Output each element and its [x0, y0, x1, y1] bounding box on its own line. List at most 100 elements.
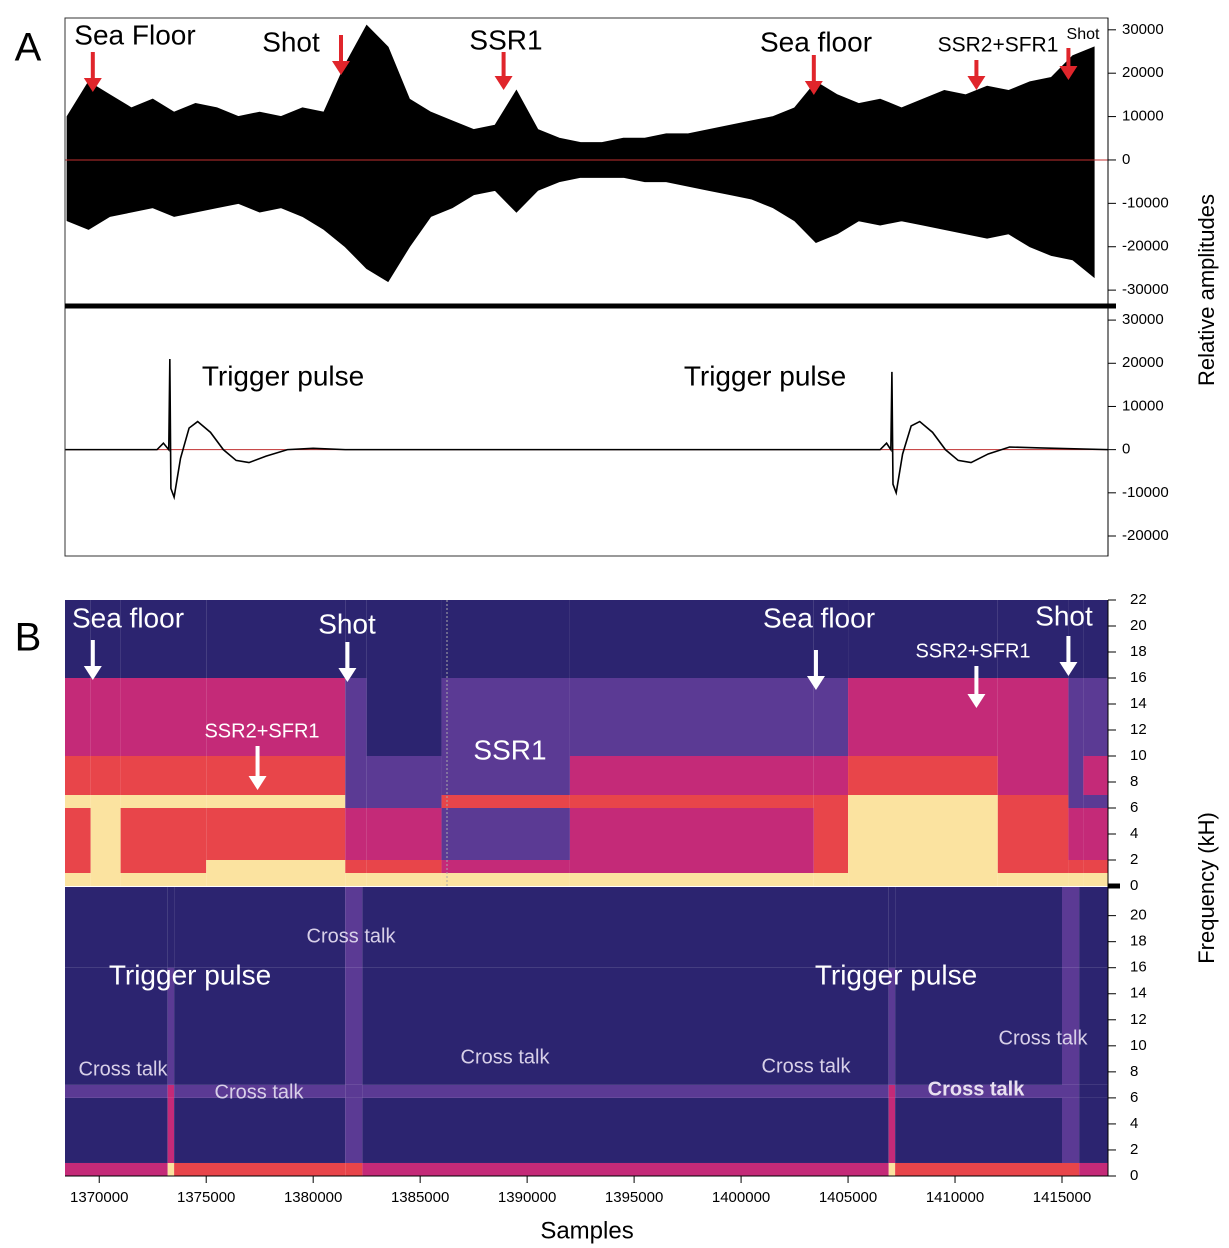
spectrogram-cell: [65, 600, 91, 678]
spectrogram-cell: [206, 678, 346, 756]
spectrogram-cell: [569, 678, 814, 756]
spectrogram-cell: [206, 600, 346, 678]
spectrogram-cell: [569, 756, 814, 795]
spectrogram-cell: [120, 756, 207, 795]
x-tick-label: 1370000: [70, 1189, 128, 1206]
annotation: Shot: [1035, 600, 1093, 631]
spectrogram-cell: [997, 756, 1069, 795]
spectrogram-cell: [206, 860, 346, 873]
spectrogram-cell: [65, 1162, 168, 1176]
spectrogram-cell: [569, 860, 814, 873]
y-tick-label: 2: [1130, 851, 1138, 868]
spectrogram-cell: [1062, 1162, 1080, 1176]
spectrogram-cell: [441, 873, 570, 886]
spectrogram-cell: [1068, 808, 1084, 860]
annotation-arrow: [331, 35, 350, 75]
spectrogram-cell: [1079, 967, 1108, 1085]
y-tick-label: 10: [1130, 1037, 1147, 1054]
x-tick-label: 1395000: [605, 1189, 663, 1206]
spectrogram-cell: [65, 860, 91, 873]
spectrogram-cell: [120, 678, 207, 756]
x-axis-title: Samples: [540, 1217, 633, 1244]
spectrogram-cell: [569, 808, 814, 860]
annotation: Trigger pulse: [109, 959, 271, 990]
spectrogram-cell: [206, 756, 346, 795]
annotation: SSR2+SFR1: [938, 34, 1059, 57]
annotation: Shot: [1067, 26, 1100, 43]
y-axis-title: Relative amplitudes: [1194, 194, 1219, 386]
y-tick-label: 10: [1130, 747, 1147, 764]
spectrogram-cell: [1079, 1097, 1108, 1163]
spectrogram-cell: [362, 1084, 889, 1098]
annotation: Sea floor: [72, 602, 184, 633]
spectrogram-cell: [895, 1084, 1063, 1098]
spectrogram-cell: [65, 1084, 168, 1098]
y-axis-title: Frequency (kH): [1194, 812, 1219, 964]
spectrogram-cell: [90, 678, 121, 756]
y-tick-label: 0: [1122, 441, 1130, 458]
y-tick-label: 18: [1130, 643, 1147, 660]
spectrogram-cell: [1068, 678, 1084, 756]
spectrogram-cell: [1062, 1097, 1080, 1163]
spectrogram-cell: [345, 860, 367, 873]
y-tick-label: 18: [1130, 933, 1147, 950]
spectrogram-cell: [345, 1097, 363, 1163]
spectrogram-cell: [997, 600, 1069, 678]
y-tick-label: 16: [1130, 959, 1147, 976]
spectrogram-cell: [1083, 873, 1108, 886]
spectrogram-cell: [888, 1162, 896, 1176]
spectrogram-cell: [206, 873, 346, 886]
spectrogram-cell: [120, 860, 207, 873]
x-tick-label: 1390000: [498, 1189, 556, 1206]
spectrogram-cell: [345, 1162, 363, 1176]
arrow-head: [331, 61, 350, 75]
y-tick-label: 16: [1130, 669, 1147, 686]
annotation-arrow: [1059, 48, 1078, 80]
y-tick-label: 20000: [1122, 64, 1164, 81]
y-tick-label: 4: [1130, 825, 1138, 842]
spectrogram-cell: [1083, 808, 1108, 860]
spectrogram-cell: [895, 1097, 1063, 1163]
arrow-head: [967, 76, 986, 90]
spectrogram-cell: [441, 600, 570, 678]
y-tick-label: 30000: [1122, 311, 1164, 328]
spectrogram-cell: [1083, 860, 1108, 873]
spectrogram-cell: [888, 887, 896, 968]
annotation: Trigger pulse: [684, 360, 846, 391]
x-tick-label: 1385000: [391, 1189, 449, 1206]
spectrogram-cell: [90, 795, 121, 808]
annotation-arrow: [1059, 636, 1078, 676]
y-tick-label: 10000: [1122, 108, 1164, 125]
spectrogram-cell: [1079, 1162, 1108, 1176]
spectrogram-cell: [90, 873, 121, 886]
spectrogram-cell: [65, 873, 91, 886]
spectrogram-cell: [167, 967, 175, 1085]
y-tick-label: -20000: [1122, 238, 1169, 255]
x-tick-label: 1415000: [1033, 1189, 1091, 1206]
spectrogram-cell: [167, 887, 175, 968]
arrow-head: [967, 694, 986, 708]
spectrogram-cell: [813, 600, 849, 678]
spectrogram-cell: [848, 795, 998, 808]
spectrogram-cell: [1068, 600, 1084, 678]
spectrogram-cell: [1068, 873, 1084, 886]
spectrogram-cell: [1068, 756, 1084, 795]
spectrogram-cell: [997, 873, 1069, 886]
spectrogram-cell: [813, 808, 849, 860]
spectrogram-cell: [813, 795, 849, 808]
spectrogram-cell: [848, 860, 998, 873]
y-tick-label: -10000: [1122, 194, 1169, 211]
spectrogram-cell: [174, 1097, 346, 1163]
spectrogram-cell: [441, 795, 570, 808]
spectrogram-cell: [1079, 1084, 1108, 1098]
waveform-envelope: [66, 159, 1095, 283]
spectrogram-cell: [569, 873, 814, 886]
annotation: Trigger pulse: [815, 959, 977, 990]
spectrogram-cell: [345, 887, 363, 968]
spectrogram-cell: [895, 967, 1063, 1085]
y-tick-label: 2: [1130, 1141, 1138, 1158]
y-tick-label: 12: [1130, 721, 1147, 738]
spectrogram-cell: [366, 808, 442, 860]
spectrogram-cell: [888, 1084, 896, 1098]
